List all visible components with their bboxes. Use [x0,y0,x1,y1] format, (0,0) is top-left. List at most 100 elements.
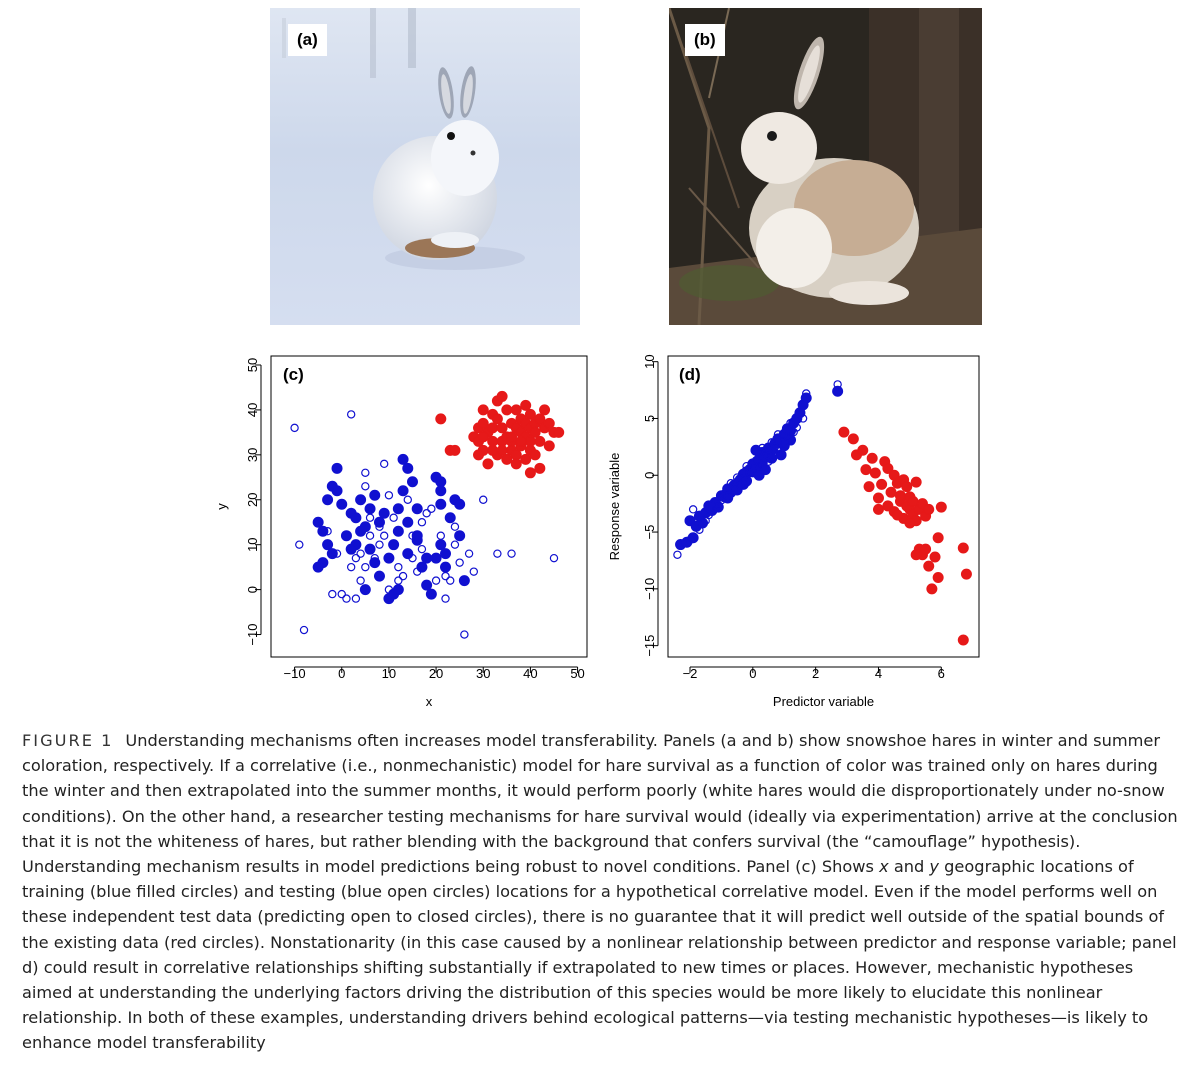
data-point-filled [473,449,485,461]
x-tick-label: 2 [812,666,819,681]
data-point-filled [534,462,546,474]
data-point-open [379,531,389,540]
data-point-filled [364,503,376,515]
data-point-filled [477,417,489,429]
data-point-filled [515,435,527,447]
data-point-filled [435,539,447,551]
data-point-filled [539,404,551,416]
x-axis-label: x [426,694,433,709]
data-point-filled [435,413,447,425]
data-point-open [351,553,361,563]
data-point-open [328,589,337,599]
data-point-open [375,540,384,549]
y-tick-label: −15 [642,635,657,657]
data-point-filled [920,543,932,555]
data-point-open [361,562,370,572]
data-point-open [351,594,361,603]
data-point-open [408,531,417,540]
data-point-open [748,464,758,473]
data-point-open [679,539,688,548]
data-point-filled [838,426,850,438]
data-point-open [764,457,773,466]
data-point-open [436,531,445,540]
data-point-open [549,553,559,563]
data-point-open [685,535,695,545]
y-tick-label: −10 [245,624,260,646]
data-point-open [365,513,375,522]
y-tick-label: 5 [642,415,657,422]
x-tick-label: 0 [338,666,345,681]
data-point-filled [355,525,367,537]
data-point-filled [397,485,409,497]
caption-italic-y: y [929,857,940,877]
data-point-open [695,525,704,534]
data-point-filled [336,498,348,510]
data-point-open [802,389,811,398]
data-point-filled [891,509,903,521]
x-tick-label: 30 [476,666,490,681]
panel-label-a: (a) [288,24,327,56]
data-point-open [356,576,365,585]
data-point-filled [496,422,508,434]
data-point-open [295,540,304,549]
data-point-filled [369,489,381,501]
data-point-filled [857,444,869,456]
data-point-open [507,549,516,558]
data-point-filled [553,426,565,438]
scatter-plot-c: −10 0 10 20 30 40 50 −10 0 10 20 30 40 50 x y (c) [214,355,588,709]
data-point-open [384,585,394,594]
data-point-open [736,481,745,490]
x-tick-label: 6 [938,666,945,681]
data-point-filled [520,399,532,411]
data-point-filled [421,579,433,591]
y-tick-label: 40 [245,403,260,417]
data-point-filled [373,570,385,582]
data-point-open [479,495,488,504]
data-point-filled [331,462,343,474]
data-point-filled [524,467,536,479]
data-point-open [739,474,748,483]
figure-caption: FIGURE 1 Understanding mechanisms often i… [22,728,1182,1056]
data-point-open [365,531,375,540]
data-point-filled [454,498,466,510]
data-point-filled [444,512,456,524]
data-point-filled [932,532,944,544]
data-point-filled [520,453,532,465]
data-point-filled [345,543,357,555]
data-point-filled [506,431,518,443]
data-point-filled [860,464,872,476]
data-point-open [323,527,332,536]
panel-label-d: (d) [679,365,701,384]
data-point-open [427,589,436,599]
data-point-filled [872,492,884,504]
y-tick-label: 10 [245,537,260,551]
data-point-open [732,473,742,482]
data-point-open [764,451,773,461]
data-point-filled [477,431,489,443]
data-point-filled [435,485,447,497]
data-point-open [455,558,464,567]
data-point-filled [534,435,546,447]
data-point-filled [885,486,897,498]
data-point-filled [501,404,513,416]
scatter-plot-d: −2 0 2 4 6 −15 −10 −5 0 5 10 Predictor variable Resp… [607,354,980,709]
data-point-filled [364,543,376,555]
data-point-open [408,553,417,563]
data-point-open [413,567,422,576]
caption-text: geographic locations of training (blue f… [22,857,1177,1053]
data-point-filled [421,552,433,564]
y-axis-label: Response variable [607,453,622,561]
panel-label-b: (b) [685,24,725,56]
x-tick-label: 0 [749,666,756,681]
data-point-filled [524,408,536,420]
data-point-filled [312,561,324,573]
y-tick-label: 50 [245,358,260,372]
data-point-open [833,380,842,389]
data-point-open [346,410,356,419]
data-point-open [783,432,792,441]
caption-label: FIGURE 1 [22,731,114,750]
x-tick-label: 10 [382,666,396,681]
data-point-open [384,491,394,500]
caption-text: and [888,857,930,877]
data-point-filled [454,530,466,542]
